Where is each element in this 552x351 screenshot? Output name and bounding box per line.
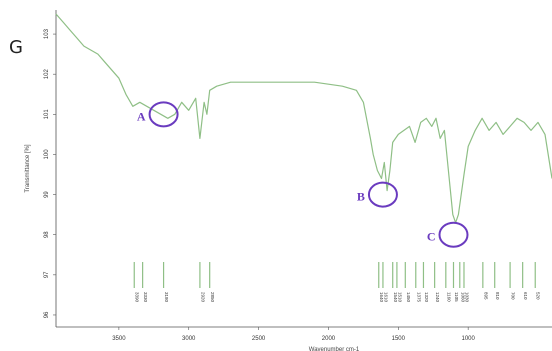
x-tick-label: 3500 bbox=[112, 336, 126, 342]
y-tick-label: 97 bbox=[44, 271, 50, 278]
peak-label: 1240 bbox=[435, 292, 440, 303]
annotation-circle-c bbox=[438, 221, 469, 248]
peak-label: 1375 bbox=[416, 292, 421, 303]
annotation-label-b: B bbox=[357, 190, 365, 204]
peak-label: 520 bbox=[536, 292, 541, 300]
peak-label: 1540 bbox=[393, 292, 398, 303]
x-tick-label: 3000 bbox=[182, 336, 196, 342]
peak-label: 1160 bbox=[446, 292, 451, 302]
peak-label: 1105 bbox=[454, 292, 459, 302]
x-tick-label: 2500 bbox=[252, 336, 266, 342]
peak-label: 1320 bbox=[424, 292, 429, 303]
peak-label: 1610 bbox=[383, 292, 388, 303]
peak-label: 2850 bbox=[210, 292, 215, 303]
x-tick-label: 1000 bbox=[461, 336, 475, 342]
annotation-circle-b bbox=[367, 181, 398, 208]
peak-label: 1450 bbox=[406, 292, 411, 303]
peak-label: 2920 bbox=[200, 292, 205, 303]
header-fragment-text: G bbox=[9, 37, 23, 58]
peak-label: 1510 bbox=[397, 292, 402, 303]
x-axis-title: Wavenumber cm-1 bbox=[309, 347, 360, 351]
y-tick-label: 98 bbox=[44, 231, 50, 238]
peak-label: 3180 bbox=[164, 292, 169, 303]
annotation-label-a: A bbox=[137, 109, 146, 123]
x-tick-label: 2000 bbox=[322, 336, 336, 342]
peak-label: 895 bbox=[483, 292, 488, 300]
peak-label: 1060 bbox=[460, 292, 465, 303]
y-tick-label: 102 bbox=[44, 69, 50, 80]
peak-label: 610 bbox=[523, 292, 528, 300]
y-tick-label: 100 bbox=[44, 149, 50, 160]
peak-label: 3390 bbox=[135, 292, 140, 303]
y-tick-label: 99 bbox=[44, 191, 50, 198]
peak-label: 1640 bbox=[379, 292, 384, 303]
annotation-label-c: C bbox=[427, 230, 436, 244]
y-tick-label: 96 bbox=[44, 311, 50, 318]
peak-label: 3330 bbox=[143, 292, 148, 303]
x-tick-label: 1500 bbox=[392, 336, 406, 342]
y-axis-title: Transmittance [%] bbox=[25, 144, 31, 192]
y-tick-label: 101 bbox=[44, 109, 50, 120]
peak-label: 700 bbox=[511, 292, 516, 300]
spectrum-line bbox=[55, 13, 552, 224]
peak-label: 1030 bbox=[464, 292, 469, 303]
peak-label: 810 bbox=[495, 292, 500, 300]
y-tick-label: 103 bbox=[44, 28, 50, 39]
annotation-circle-a bbox=[148, 101, 179, 128]
